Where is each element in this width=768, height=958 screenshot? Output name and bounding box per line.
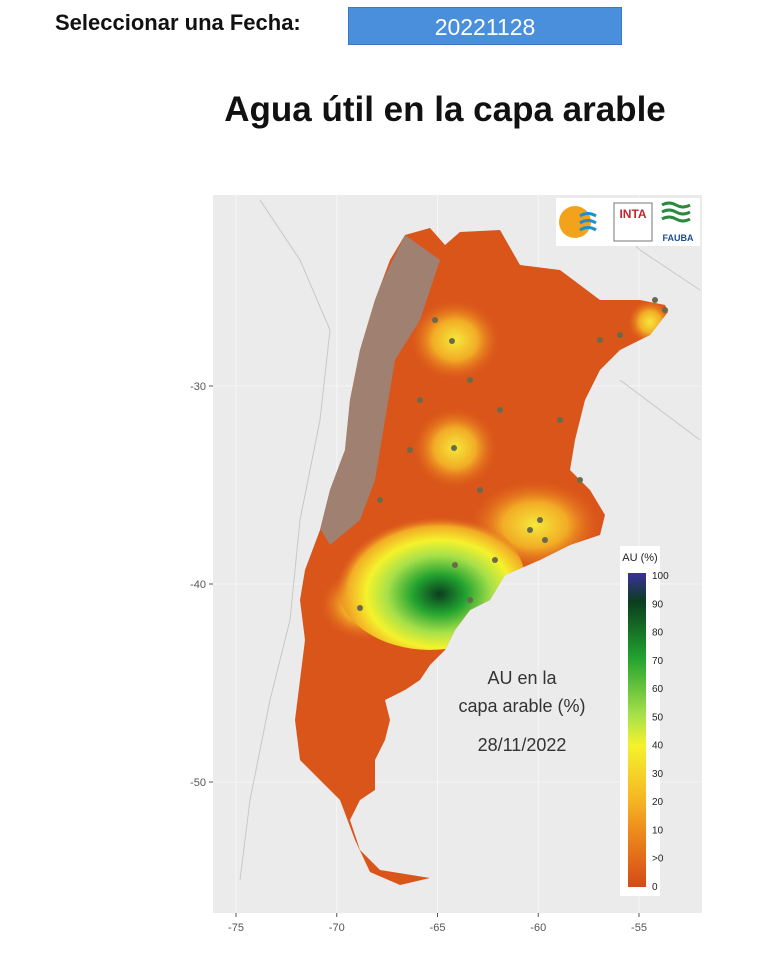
legend-label: 50 — [652, 712, 664, 723]
stations — [357, 297, 668, 611]
legend-colorbar — [628, 573, 646, 887]
legend-label: 0 — [652, 882, 658, 893]
annotation-line: AU en la — [487, 668, 557, 688]
y-tick-label: -30 — [190, 381, 206, 393]
logo-inta: INTA — [619, 207, 646, 221]
logo-fauba: FAUBA — [663, 233, 694, 243]
x-tick-label: -70 — [329, 922, 345, 934]
annotation-date: 28/11/2022 — [478, 735, 567, 755]
logo-fauba-mark — [661, 201, 691, 223]
date-input[interactable]: 20221128 — [348, 7, 622, 45]
legend-label: >0 — [652, 854, 664, 865]
logo-waves — [579, 212, 597, 232]
y-tick-label: -40 — [190, 579, 206, 591]
legend-label: 40 — [652, 741, 664, 752]
logo-inta-box — [613, 202, 653, 242]
legend-label: 30 — [652, 769, 664, 780]
page-title: Agua útil en la capa arable — [224, 90, 666, 129]
legend-label: 100 — [652, 571, 669, 582]
y-tick-label: -50 — [190, 777, 206, 789]
andes-zone — [315, 235, 440, 545]
legend-label: 60 — [652, 684, 664, 695]
x-tick-label: -55 — [631, 922, 647, 934]
legend-labels: 100 90 80 70 60 50 40 30 20 10 >0 0 — [652, 571, 669, 893]
legend-label: 10 — [652, 825, 664, 836]
date-label: Seleccionar una Fecha: — [55, 10, 301, 35]
x-tick-label: -75 — [228, 922, 244, 934]
legend-title: AU (%) — [622, 552, 657, 564]
x-tick-label: -60 — [530, 922, 546, 934]
legend-label: 20 — [652, 797, 664, 808]
annotation-line: capa arable (%) — [458, 696, 585, 716]
hotspot — [410, 300, 500, 380]
x-tick-label: -65 — [430, 922, 446, 934]
axis-ticks: -75 -70 -65 -60 -55 -30 -40 -50 — [190, 381, 647, 934]
legend-label: 90 — [652, 599, 664, 610]
legend-label: 70 — [652, 656, 664, 667]
legend-label: 80 — [652, 628, 664, 639]
